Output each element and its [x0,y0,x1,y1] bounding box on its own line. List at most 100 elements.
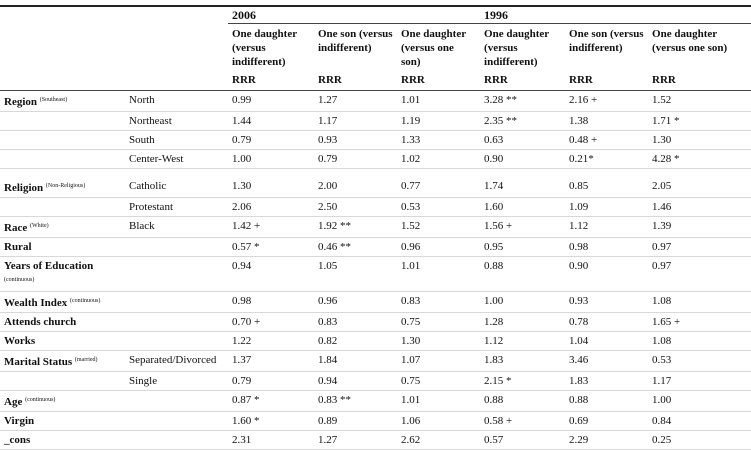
column-header: One son (versus indifferent) [569,28,644,54]
row-sublabel [125,256,228,292]
cell: 0.78 [565,312,649,332]
cell: 1.46 [648,197,751,217]
cell: 0.97 [648,256,751,292]
row-label [0,371,125,391]
cell: 0.84 [648,411,751,431]
data-row: Center-West 1.00 0.79 1.02 0.90 0.21* 4.28 * [0,149,751,169]
cell: 1.44 [228,111,314,131]
cell: 0.21* [565,149,649,169]
cell: 0.89 [314,411,397,431]
table-body: 2006 1996 One daughter (versus indifferent… [0,6,751,450]
cell: 1.42 + [228,216,314,238]
row-label [0,197,125,217]
cell: 1.08 [648,291,751,313]
row-sublabel-text: Protestant [129,201,173,213]
data-row: Rural 0.57 * 0.46 ** 0.96 0.95 0.98 0.97 [0,237,751,257]
row-label-text: Region [4,96,37,108]
cell: 1.01 [397,390,481,412]
row-sublabel: North [125,90,228,112]
row-label: Virgin [0,411,125,431]
cell: 0.46 ** [314,237,397,257]
data-row: Works 1.22 0.82 1.30 1.12 1.04 1.08 [0,331,751,351]
row-label-text: Marital Status [4,356,73,368]
cell: 0.83 [314,312,397,332]
cell: 0.58 + [480,411,566,431]
header-row: One daughter (versus indifferent) One son… [0,24,751,72]
column-header: One daughter (versus one son) [401,28,466,68]
row-label: Works [0,331,125,351]
cell: 0.57 [480,430,566,450]
cell: 1.37 [228,350,314,372]
row-label: _cons [0,430,125,450]
cell: 1.00 [480,291,566,313]
row-sublabel-text: Catholic [129,180,167,192]
column-header: One daughter (versus indifferent) [232,28,297,68]
row-sublabel [125,291,228,313]
cell: 1.83 [565,371,649,391]
data-row: Region (Southeast) North 0.99 1.27 1.01 3.28 … [0,90,751,112]
stat-label: RRR [565,71,649,91]
cell: 1.28 [480,312,566,332]
row-sublabel [125,312,228,332]
cell: 0.70 + [228,312,314,332]
cell: 1.71 * [648,111,751,131]
row-sublabel-text: Separated/Divorced [129,354,217,366]
row-label-note: (continuous) [70,298,101,304]
row-label: Marital Status (married) [0,350,125,372]
cell: 2.31 [228,430,314,450]
cell: 0.79 [228,371,314,391]
cell: 0.69 [565,411,649,431]
row-label-text: _cons [4,434,31,446]
cell: 1.60 [480,197,566,217]
cell: 1.19 [397,111,481,131]
cell: 1.12 [480,331,566,351]
row-label [0,130,125,150]
data-row: Attends church 0.70 +0.83 0.75 1.28 0.78 1.65… [0,312,751,332]
cell: 0.99 [228,90,314,112]
row-label: Attends church [0,312,125,332]
cell: 0.97 [648,237,751,257]
data-row: Northeast 1.44 1.17 1.19 2.35 ** 1.38 1.71 * [0,111,751,131]
row-sublabel: Protestant [125,197,228,217]
cell: 0.98 [228,291,314,313]
data-row: Race (White) Black 1.42 +1.92 ** 1.52 1.56 +… [0,216,751,238]
row-label-text: Years of Education [4,260,94,272]
cell: 1.39 [648,216,751,238]
stat-label: RRR [480,71,566,91]
cell: 1.01 [397,256,481,292]
cell: 0.94 [228,256,314,292]
column-header: One son (versus indifferent) [318,28,393,54]
data-row: Protestant 2.06 2.50 0.53 1.60 1.09 1.46 [0,197,751,217]
row-label [0,111,125,131]
cell: 0.75 [397,371,481,391]
row-label: Race (White) [0,216,125,238]
cell: 1.22 [228,331,314,351]
cell: 0.88 [480,256,566,292]
year-row: 2006 1996 [0,6,751,24]
cell: 1.08 [648,331,751,351]
row-sublabel-text: Black [129,220,155,232]
cell: 0.77 [397,168,481,198]
row-sublabel: Catholic [125,168,228,198]
year: 2006 [228,6,481,24]
cell: 1.17 [314,111,397,131]
cell: 1.01 [397,90,481,112]
cell: 0.93 [565,291,649,313]
cell: 2.62 [397,430,481,450]
row-sublabel-text: South [129,134,155,146]
cell: 0.95 [480,237,566,257]
cell: 1.33 [397,130,481,150]
cell: 1.52 [648,90,751,112]
cell: 0.53 [648,350,751,372]
spacer [0,71,228,91]
row-label-note: (Southeast) [39,97,68,103]
stat-label: RRR [228,71,314,91]
cell: 1.56 + [480,216,566,238]
cell: 2.16 + [565,90,649,112]
cell: 3.28 ** [480,90,566,112]
cell: 0.25 [648,430,751,450]
cell: 0.75 [397,312,481,332]
cell: 1.60 * [228,411,314,431]
cell: 0.82 [314,331,397,351]
cell: 2.00 [314,168,397,198]
